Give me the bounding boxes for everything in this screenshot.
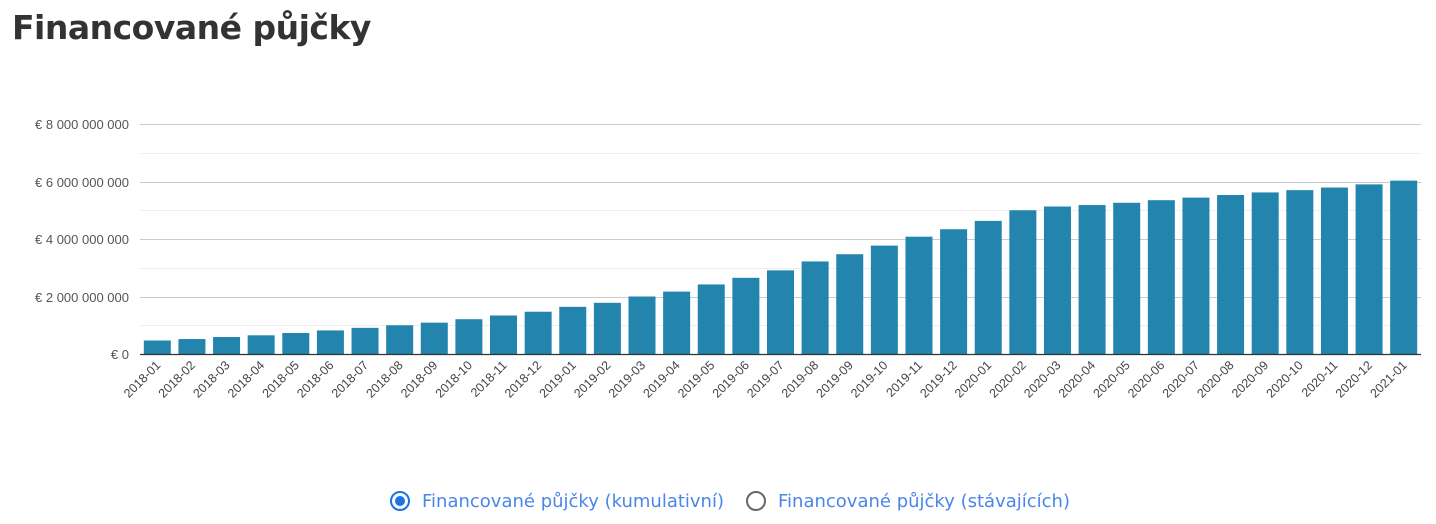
y-tick-label: € 6 000 000 000	[35, 175, 129, 190]
x-tick-label: 2020-07	[1160, 358, 1202, 400]
x-tick-label: 2018-07	[329, 358, 371, 400]
x-tick-label: 2018-02	[156, 358, 198, 400]
bar	[524, 311, 552, 354]
bar	[697, 284, 725, 354]
x-tick-label: 2018-03	[190, 358, 232, 400]
x-tick-label: 2020-09	[1229, 358, 1271, 400]
bar	[1113, 202, 1141, 354]
bar	[1043, 206, 1071, 354]
bar	[282, 333, 310, 354]
x-tick-label: 2019-01	[537, 358, 579, 400]
x-tick-label: 2019-03	[606, 358, 648, 400]
x-tick-label: 2020-12	[1333, 358, 1375, 400]
bar	[663, 291, 691, 354]
x-tick-label: 2018-11	[468, 358, 510, 400]
x-tick-label: 2019-05	[675, 358, 717, 400]
x-tick-label: 2019-08	[779, 358, 821, 400]
x-tick-label: 2020-11	[1299, 358, 1341, 400]
y-tick-label: € 4 000 000 000	[35, 232, 129, 247]
x-tick-label: 2019-09	[814, 358, 856, 400]
x-tick-label: 2018-05	[260, 358, 302, 400]
bar	[386, 325, 414, 354]
y-tick-label: € 8 000 000 000	[35, 117, 129, 132]
bar	[593, 302, 621, 354]
option-current[interactable]: Financované půjčky (stávajících)	[746, 491, 1070, 512]
bar	[905, 236, 933, 354]
x-tick-label: 2018-08	[363, 358, 405, 400]
option-cumulative-label: Financované půjčky (kumulativní)	[422, 490, 724, 512]
bar	[1078, 205, 1106, 354]
x-tick-label: 2019-12	[917, 358, 959, 400]
x-tick-label: 2019-06	[710, 358, 752, 400]
bar	[836, 254, 864, 354]
bar	[247, 335, 275, 354]
bar	[974, 220, 1002, 354]
x-tick-label: 2019-10	[848, 358, 890, 400]
x-tick-label: 2020-01	[952, 358, 994, 400]
bar	[767, 270, 794, 354]
bar	[213, 337, 241, 354]
x-tick-label: 2019-04	[640, 358, 682, 400]
bar	[1355, 184, 1383, 355]
x-tick-label: 2020-08	[1194, 358, 1236, 400]
x-tick-label: 2019-02	[571, 358, 613, 400]
x-tick-label: 2019-11	[883, 358, 925, 400]
bar	[628, 296, 656, 354]
option-cumulative[interactable]: Financované půjčky (kumulativní)	[390, 491, 724, 512]
x-tick-label: 2020-02	[987, 358, 1029, 400]
x-tick-label: 2018-09	[398, 358, 440, 400]
x-tick-label: 2018-10	[433, 358, 475, 400]
x-tick-label: 2020-05	[1091, 358, 1133, 400]
bar	[455, 319, 483, 354]
bar	[1147, 200, 1175, 354]
radio-selected-icon[interactable]	[390, 491, 410, 511]
x-tick-label: 2021-01	[1367, 358, 1409, 400]
bar	[143, 340, 171, 354]
page-title: Financované půjčky	[12, 8, 371, 47]
bar	[351, 327, 379, 354]
x-tick-label: 2020-04	[1056, 358, 1098, 400]
y-tick-label: € 0	[111, 347, 129, 362]
x-tick-label: 2018-01	[121, 358, 163, 400]
bar	[490, 315, 518, 354]
bar	[870, 245, 898, 354]
bar	[801, 261, 829, 354]
y-tick-label: € 2 000 000 000	[35, 290, 129, 305]
x-tick-label: 2019-07	[744, 358, 786, 400]
option-current-label: Financované půjčky (stávajících)	[778, 490, 1070, 512]
bar	[1182, 197, 1210, 354]
bar	[1251, 192, 1279, 354]
bar	[1217, 195, 1245, 354]
bar	[420, 322, 448, 354]
x-tick-label: 2018-12	[502, 358, 544, 400]
bar	[1320, 187, 1348, 354]
bar	[940, 229, 968, 354]
series-toggle: Financované půjčky (kumulativní) Financo…	[390, 484, 1070, 518]
bar-chart: € 0 € 2 000 000 000 € 4 000 000 000 € 6 000…	[35, 117, 1421, 401]
bar	[316, 330, 344, 354]
x-tick-label: 2018-04	[225, 358, 267, 400]
x-tick-label: 2020-10	[1264, 358, 1306, 400]
bar	[1009, 210, 1037, 354]
x-tick-label: 2020-06	[1125, 358, 1167, 400]
x-tick-label: 2018-06	[294, 358, 336, 400]
bar	[1390, 180, 1418, 354]
bar	[559, 306, 587, 354]
x-tick-label: 2020-03	[1021, 358, 1063, 400]
bar	[732, 277, 760, 354]
bar	[178, 339, 206, 354]
radio-unselected-icon[interactable]	[746, 491, 766, 511]
bar	[1286, 190, 1314, 355]
